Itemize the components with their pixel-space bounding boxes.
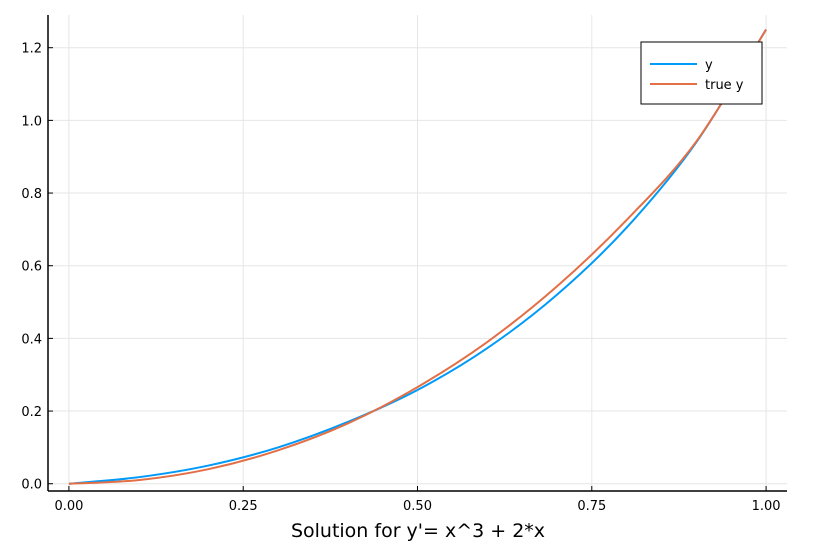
y-tick-label: 0.4 [21,332,42,347]
x-tick-label: 0.00 [54,499,83,514]
series-lines [68,29,767,485]
legend: y true y [640,41,763,105]
y-tick-label: 0.2 [21,405,42,420]
x-tick-label: 1.00 [752,499,781,514]
x-tick-label: 0.75 [577,499,606,514]
y-tick-label: 0.6 [21,260,42,275]
legend-label-true-y: true y [705,78,744,93]
x-axis-label: Solution for y'= x^3 + 2*x [291,520,545,542]
series-line-true-y [68,29,767,485]
legend-box [640,41,763,105]
series-line-y [68,29,767,485]
grid-lines [48,15,787,491]
tick-labels: 0.00 0.25 0.50 0.75 1.00 0.0 0.2 0.4 0.6 0.8 1.0 1.… [21,42,780,514]
axes [47,15,787,492]
y-tick-label: 1.2 [21,42,42,57]
y-tick-label: 0.0 [21,478,42,493]
x-tick-label: 0.25 [229,499,258,514]
x-tick-label: 0.50 [403,499,432,514]
y-tick-label: 1.0 [21,114,42,129]
y-tick-label: 0.8 [21,187,42,202]
legend-label-y: y [705,58,713,73]
